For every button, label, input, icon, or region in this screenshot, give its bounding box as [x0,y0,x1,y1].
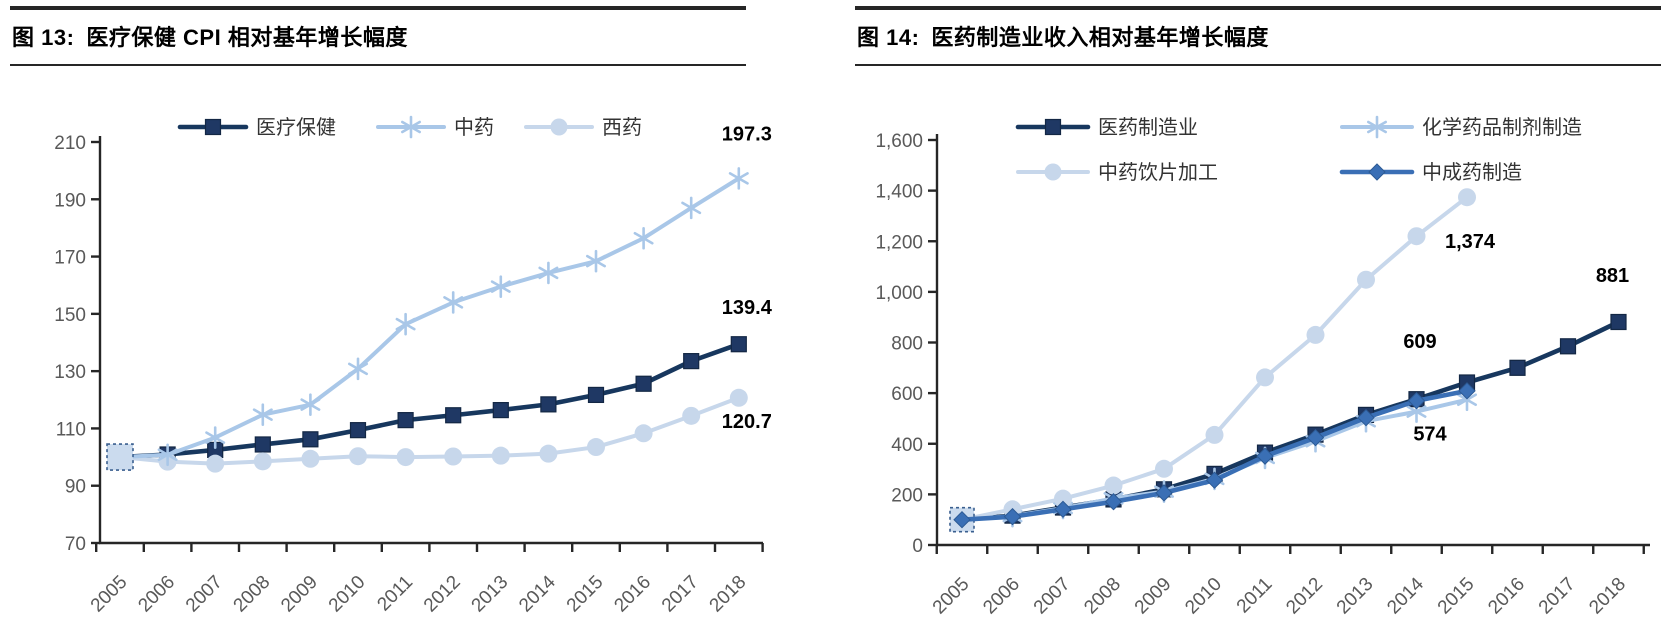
y-tick-label: 70 [65,534,86,555]
legend-item-2: 中药饮片加工 [1016,161,1218,184]
x-tick-label: 2011 [1233,574,1277,618]
x-tick-label: 2006 [134,572,179,617]
y-tick-label: 150 [54,305,86,326]
legend-label: 医药制造业 [1098,116,1198,139]
x-tick-label: 2014 [1383,573,1428,618]
legend-label: 化学药品制剂制造 [1422,116,1582,139]
legend: 医疗保健 中药 西药 [177,115,642,139]
series-1 [110,167,749,469]
x-tick-label: 2008 [1080,574,1125,619]
x-tick-label: 2010 [325,572,370,617]
legend-item-1: 化学药品制剂制造 [1340,115,1582,139]
series-0 [111,336,747,466]
series-3 [953,382,1476,529]
data-labels: 881 609 574 1,374 [1403,231,1629,445]
x-tick-label: 2009 [1131,574,1176,619]
x-tick-label: 2015 [563,572,608,617]
legend-label: 医疗保健 [256,116,336,139]
x-tick-label: 2014 [515,571,560,616]
legend-item-0: 医药制造业 [1015,116,1198,139]
end-value-label: 881 [1596,265,1629,287]
y-tick-label: 210 [54,133,86,154]
y-tick-label: 0 [912,536,923,557]
y-tick-label: 400 [891,435,923,456]
x-tick-label: 2013 [468,572,513,617]
figure-14-panel: 图 14: 医药制造业收入相对基年增长幅度 1,600 1,400 1,200 1,00… [855,6,1661,618]
legend-label: 中药饮片加工 [1098,161,1218,184]
legend-item-2: 西药 [524,116,642,139]
y-tick-label: 600 [891,384,923,405]
figure-14-label: 图 14: [857,25,920,50]
figure-13-header: 图 13: 医疗保健 CPI 相对基年增长幅度 [10,6,746,66]
series-1 [952,388,1478,531]
y-tick-label: 190 [54,190,86,211]
legend-item-3: 中成药制造 [1339,161,1522,184]
axes [935,134,1650,547]
y-tick-label: 110 [56,419,86,440]
x-tick-label: 2006 [979,574,1024,619]
figure-14-header: 图 14: 医药制造业收入相对基年增长幅度 [855,6,1661,66]
x-tick-label: 2005 [87,572,132,617]
legend-item-1: 中药 [376,115,494,139]
x-tick-label: 2013 [1333,574,1378,619]
figure-14-chart: 1,600 1,400 1,200 1,000 800 600 400 200 0 2005 200… [855,78,1665,636]
y-tick-label: 130 [54,362,86,383]
x-tick-label: 2016 [1484,574,1529,619]
legend-item-0: 医疗保健 [177,116,336,139]
figure-13-chart: 210 190 170 150 130 110 90 70 2005 2006 2007 2008 20… [10,78,773,636]
end-value-label: 197.3 [722,123,772,145]
end-value-label: 609 [1403,331,1436,353]
x-tick-label: 2018 [1585,574,1630,619]
y-tick-label: 200 [891,485,923,506]
y-tick-label: 1,000 [875,283,923,304]
x-tick-label: 2007 [182,572,227,617]
x-tick-label: 2005 [929,574,974,619]
x-axis-ticks: 2005 2006 2007 2008 2009 2010 2011 2012 2013 2014… [929,545,1645,619]
y-tick-label: 170 [54,248,86,269]
figure-14-title: 医药制造业收入相对基年增长幅度 [931,25,1269,50]
y-tick-label: 1,400 [875,182,923,203]
x-tick-label: 2009 [277,572,322,617]
x-tick-label: 2018 [706,572,751,617]
figure-13-title: 医疗保健 CPI 相对基年增长幅度 [86,25,408,50]
x-tick-label: 2011 [373,572,417,616]
y-tick-label: 800 [891,334,923,355]
axes [98,136,763,545]
x-tick-label: 2017 [658,572,703,617]
series-2 [111,388,748,473]
base-year-highlight-marker [106,443,134,471]
y-tick-label: 1,600 [875,131,923,152]
x-axis-ticks: 2005 2006 2007 2008 2009 2010 2011 2012 2013 2014… [87,543,764,617]
x-tick-label: 2012 [420,572,465,617]
x-tick-label: 2016 [610,572,655,617]
figure-13-label: 图 13: [12,25,75,50]
end-value-label: 139.4 [722,297,773,319]
x-tick-label: 2012 [1282,574,1327,619]
end-value-label: 120.7 [722,411,772,433]
data-labels: 197.3 139.4 120.7 [722,123,773,432]
end-value-label: 574 [1413,424,1447,446]
y-tick-label: 1,200 [875,232,923,253]
legend-label: 西药 [602,116,642,139]
x-tick-label: 2017 [1535,574,1580,619]
legend-label: 中成药制造 [1422,161,1522,184]
x-tick-label: 2007 [1030,574,1075,619]
x-tick-label: 2008 [230,572,275,617]
legend-label: 中药 [454,116,494,139]
end-value-label: 1,374 [1445,231,1496,253]
y-tick-label: 90 [65,477,86,498]
figure-13-panel: 图 13: 医疗保健 CPI 相对基年增长幅度 210 190 170 150 130 11… [10,6,773,616]
x-tick-label: 2015 [1434,574,1479,619]
x-tick-label: 2010 [1181,574,1226,619]
y-axis-ticks: 210 190 170 150 130 110 90 70 [54,133,100,555]
y-axis-ticks: 1,600 1,400 1,200 1,000 800 600 400 200 0 [875,131,937,557]
